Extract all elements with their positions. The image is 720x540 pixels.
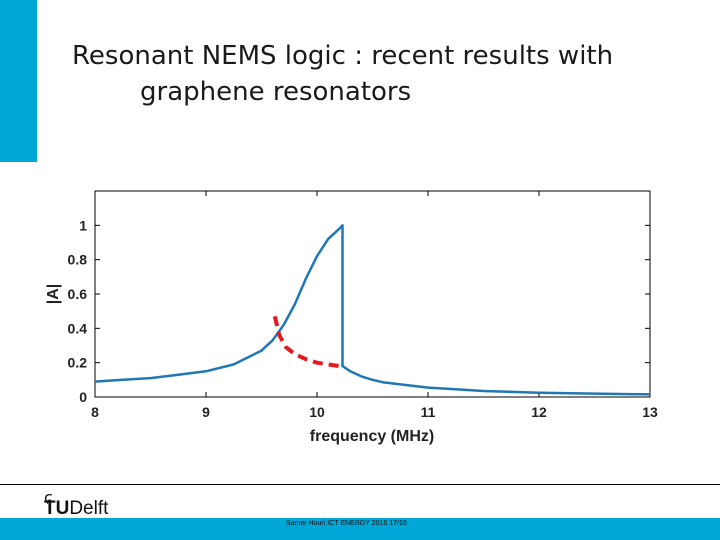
slide-title-line-1: Resonant NEMS logic : recent results wit… — [72, 41, 614, 71]
slide-title-line-2: graphene resonators — [140, 77, 412, 107]
y-tick-label: 0.6 — [68, 286, 88, 302]
y-tick-label: 0.4 — [68, 320, 88, 336]
tudelft-logo: ɕ TUDelft — [44, 488, 154, 524]
footer-text: Samer Houri ICT ENERGY 2016 17/16 — [286, 520, 407, 527]
y-axis-label: |A| — [45, 284, 62, 305]
y-tick-label: 0.8 — [68, 252, 88, 268]
series-layer — [94, 224, 651, 396]
y-tick-label: 1 — [79, 217, 87, 233]
plot-area — [94, 190, 651, 398]
bottom-accent-strip — [0, 518, 720, 540]
x-axis-ticks: 8 9 10 11 12 13 — [91, 191, 658, 420]
x-tick-label: 8 — [91, 404, 99, 420]
x-tick-label: 11 — [421, 404, 436, 420]
footer-divider — [0, 484, 720, 485]
frequency-response-chart: 0 0.2 0.4 0.6 0.8 1 8 9 10 11 12 13 frequency (MHz… — [45, 190, 658, 445]
y-tick-label: 0 — [79, 389, 87, 405]
x-tick-label: 12 — [531, 404, 547, 420]
x-tick-label: 10 — [309, 404, 325, 420]
x-tick-label: 13 — [642, 404, 658, 420]
accent-bar — [0, 0, 37, 162]
response-curve-line — [94, 224, 651, 396]
logo-text-delft: Delft — [69, 498, 109, 519]
x-tick-label: 9 — [202, 404, 210, 420]
y-axis-ticks: 0 0.2 0.4 0.6 0.8 1 — [68, 217, 650, 405]
logo-text-tu: TU — [44, 498, 70, 519]
slide-title: Resonant NEMS logic : recent results wit… — [72, 38, 692, 110]
x-axis-label: frequency (MHz) — [310, 428, 434, 445]
unstable-branch-line — [272, 315, 343, 369]
logo-text: TUDelft — [44, 498, 108, 520]
tudelft-flame-icon: ɕ — [44, 488, 53, 507]
y-tick-label: 0.2 — [68, 355, 88, 371]
